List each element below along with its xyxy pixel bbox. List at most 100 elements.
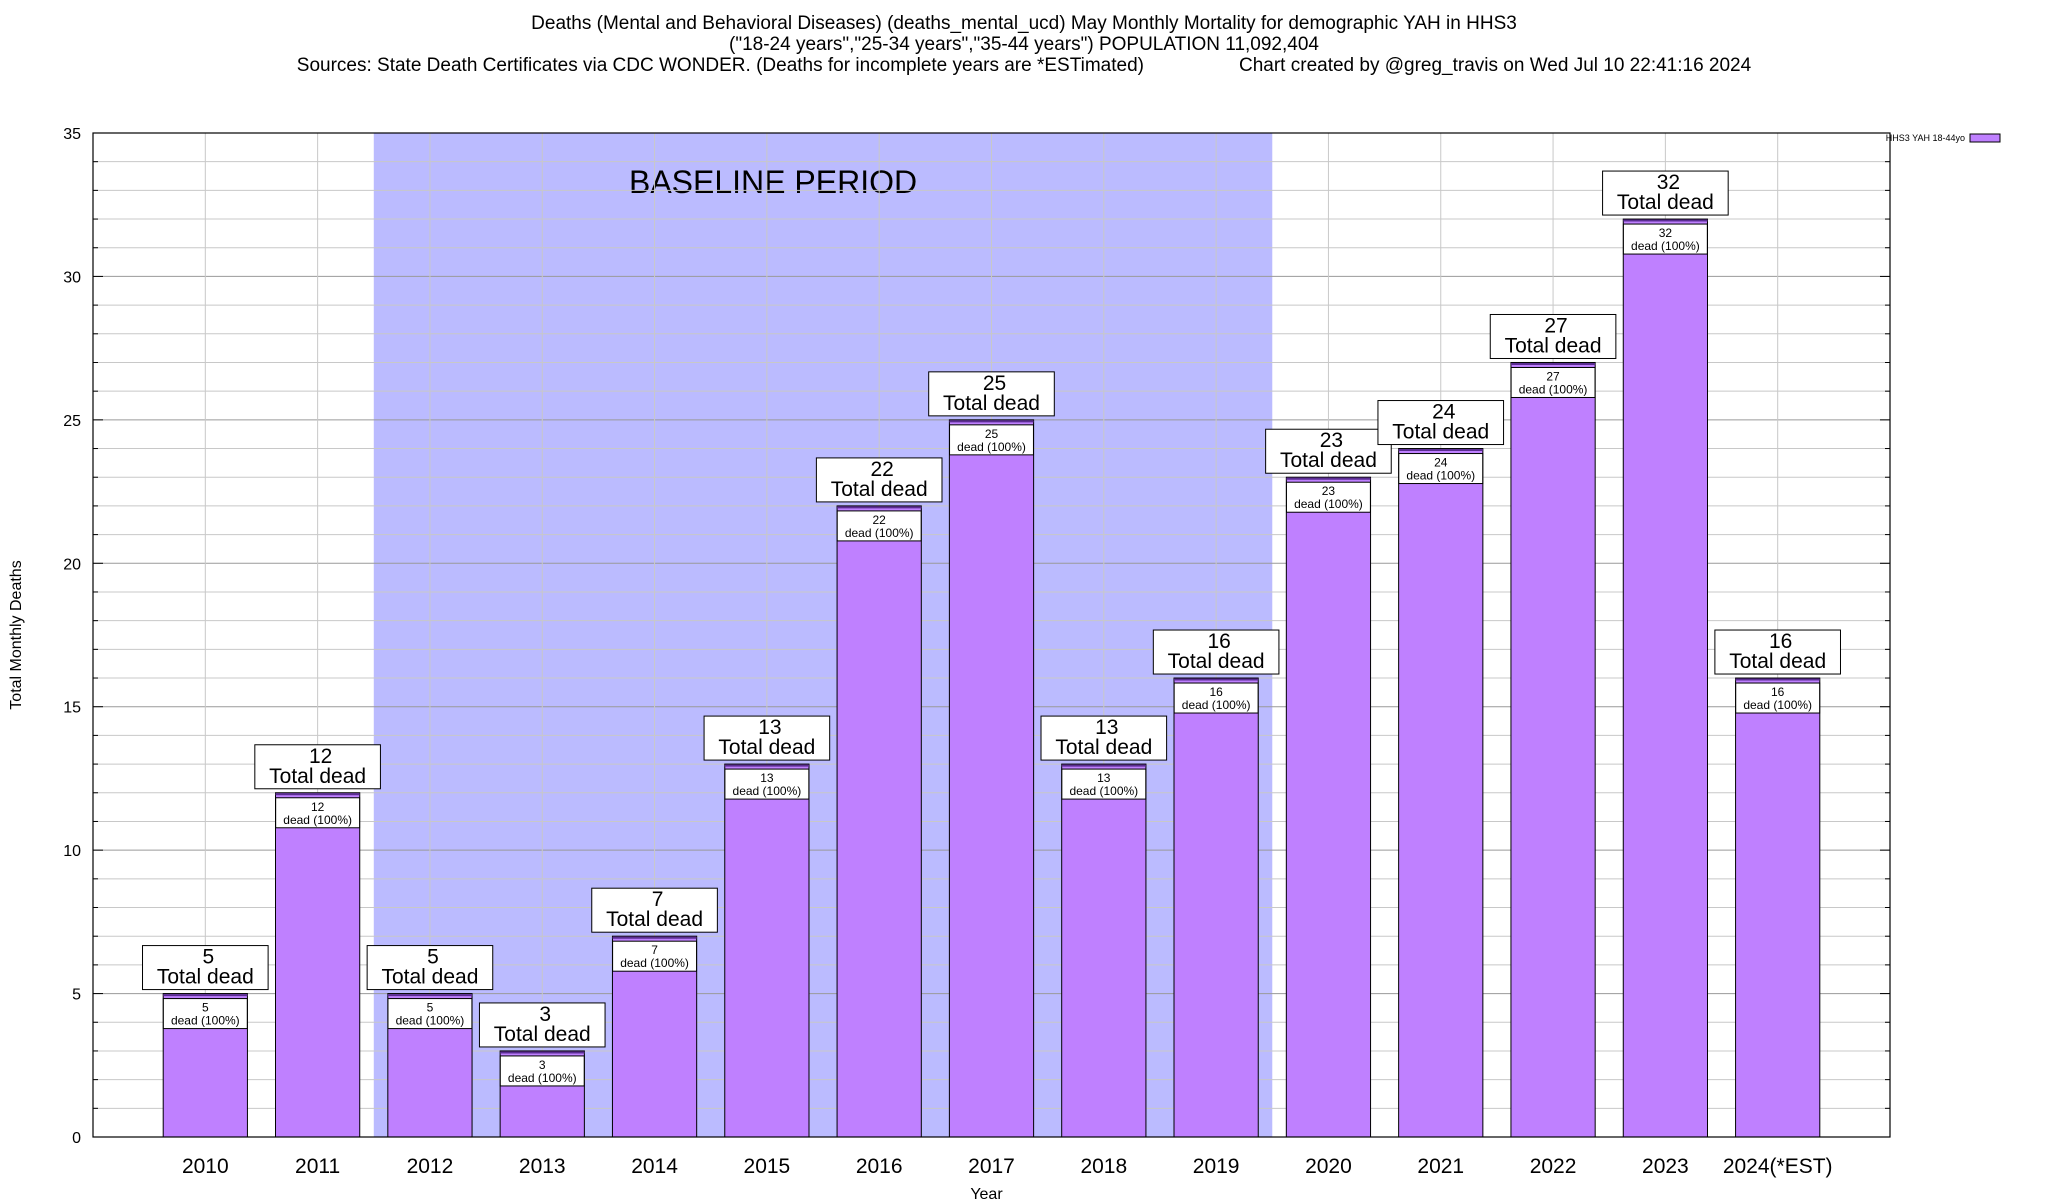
total-label-text: Total dead bbox=[606, 908, 703, 931]
inner-label-value: 12 bbox=[311, 800, 325, 814]
inner-label-text: dead (100%) bbox=[396, 1014, 465, 1028]
inner-label-text: dead (100%) bbox=[620, 956, 689, 970]
total-label-text: Total dead bbox=[1729, 650, 1826, 673]
total-label-text: Total dead bbox=[494, 1023, 591, 1046]
bar bbox=[1735, 677, 1821, 1138]
inner-label-box bbox=[1398, 453, 1484, 485]
inner-label-text: dead (100%) bbox=[845, 526, 914, 540]
x-tick-label: 2020 bbox=[1305, 1155, 1352, 1178]
inner-label-value: 13 bbox=[760, 771, 774, 785]
inner-label-box bbox=[1173, 682, 1259, 714]
inner-label-box bbox=[1622, 223, 1708, 255]
total-label-value: 13 bbox=[758, 716, 781, 739]
inner-label-text: dead (100%) bbox=[957, 440, 1026, 454]
bar bbox=[1173, 677, 1259, 1138]
total-label-value: 22 bbox=[871, 458, 894, 481]
total-label-text: Total dead bbox=[943, 392, 1040, 415]
total-label-text: Total dead bbox=[831, 478, 928, 501]
inner-label-text: dead (100%) bbox=[1406, 469, 1475, 483]
x-tick-label: 2021 bbox=[1417, 1155, 1464, 1178]
total-label-box bbox=[478, 1002, 606, 1048]
x-tick-label: 2024(*EST) bbox=[1723, 1155, 1833, 1178]
y-tick-label: 15 bbox=[63, 700, 81, 717]
x-tick-label: 2019 bbox=[1193, 1155, 1240, 1178]
total-label-value: 16 bbox=[1207, 630, 1230, 653]
bar bbox=[836, 505, 922, 1138]
y-tick-label: 30 bbox=[63, 269, 81, 286]
inner-label-text: dead (100%) bbox=[1743, 698, 1812, 712]
inner-label-value: 23 bbox=[1322, 484, 1336, 498]
inner-label-box bbox=[387, 998, 473, 1030]
x-tick-label: 2012 bbox=[407, 1155, 454, 1178]
x-tick-label: 2023 bbox=[1642, 1155, 1689, 1178]
inner-label-value: 3 bbox=[539, 1058, 546, 1072]
total-label-text: Total dead bbox=[1168, 650, 1265, 673]
total-label-value: 27 bbox=[1544, 314, 1567, 337]
bar bbox=[948, 419, 1035, 1138]
inner-label-text: dead (100%) bbox=[508, 1071, 577, 1085]
total-label-value: 3 bbox=[539, 1003, 551, 1026]
legend-swatch bbox=[1969, 133, 2001, 143]
y-tick-label: 25 bbox=[63, 413, 81, 430]
title-line-1: Deaths (Mental and Behavioral Diseases) … bbox=[531, 13, 1517, 34]
bar bbox=[1622, 218, 1708, 1138]
inner-label-text: dead (100%) bbox=[1519, 382, 1588, 396]
total-label-box bbox=[254, 744, 381, 790]
x-tick-label: 2013 bbox=[519, 1155, 566, 1178]
bar bbox=[724, 763, 810, 1138]
inner-label-box bbox=[275, 797, 361, 829]
bar bbox=[1398, 448, 1484, 1138]
title-line-2: ("18-24 years","25-34 years","35-44 year… bbox=[729, 34, 1319, 55]
inner-label-value: 25 bbox=[985, 427, 999, 441]
total-label-text: Total dead bbox=[1392, 421, 1489, 444]
total-label-value: 5 bbox=[427, 946, 439, 969]
total-label-box bbox=[1602, 170, 1729, 216]
total-label-text: Total dead bbox=[269, 765, 366, 788]
inner-label-box bbox=[836, 510, 922, 542]
total-label-box bbox=[591, 887, 718, 933]
inner-label-value: 5 bbox=[202, 1001, 209, 1015]
total-label-box bbox=[1489, 313, 1617, 359]
total-label-box bbox=[366, 945, 494, 991]
total-label-value: 23 bbox=[1320, 429, 1343, 452]
total-label-text: Total dead bbox=[1505, 334, 1602, 357]
inner-label-value: 22 bbox=[873, 513, 887, 527]
inner-label-box bbox=[1735, 682, 1821, 714]
total-label-text: Total dead bbox=[157, 966, 254, 989]
inner-label-value: 13 bbox=[1097, 771, 1111, 785]
total-label-text: Total dead bbox=[1280, 449, 1377, 472]
legend: HHS3 YAH 18-44yo bbox=[1886, 133, 2001, 143]
total-label-box bbox=[703, 715, 831, 761]
inner-label-text: dead (100%) bbox=[1631, 239, 1700, 253]
inner-label-value: 5 bbox=[427, 1001, 434, 1015]
x-tick-label: 2014 bbox=[631, 1155, 678, 1178]
total-label-value: 12 bbox=[309, 745, 332, 768]
inner-label-box bbox=[162, 998, 248, 1030]
baseline-period-label: BASELINE PERIOD bbox=[629, 164, 917, 200]
inner-label-box bbox=[1510, 366, 1596, 398]
inner-label-box bbox=[1061, 768, 1147, 800]
inner-label-box bbox=[724, 768, 810, 800]
y-tick-label: 10 bbox=[63, 843, 81, 860]
total-label-text: Total dead bbox=[1055, 736, 1152, 759]
inner-label-box bbox=[949, 424, 1034, 456]
total-label-box bbox=[1377, 400, 1505, 446]
x-tick-label: 2017 bbox=[968, 1155, 1015, 1178]
bar bbox=[275, 792, 361, 1138]
inner-label-text: dead (100%) bbox=[283, 813, 352, 827]
inner-label-text: dead (100%) bbox=[733, 784, 802, 798]
total-label-box bbox=[1152, 629, 1280, 675]
inner-label-value: 16 bbox=[1209, 685, 1223, 699]
total-label-value: 7 bbox=[652, 888, 664, 911]
inner-label-value: 7 bbox=[651, 943, 658, 957]
inner-label-text: dead (100%) bbox=[1069, 784, 1138, 798]
x-tick-label: 2022 bbox=[1530, 1155, 1577, 1178]
inner-label-text: dead (100%) bbox=[1182, 698, 1251, 712]
total-label-value: 16 bbox=[1769, 630, 1792, 653]
total-label-value: 24 bbox=[1432, 401, 1456, 424]
inner-label-box bbox=[612, 940, 698, 972]
y-tick-label: 20 bbox=[63, 556, 81, 573]
total-label-box bbox=[928, 371, 1055, 417]
inner-label-value: 27 bbox=[1546, 369, 1560, 383]
